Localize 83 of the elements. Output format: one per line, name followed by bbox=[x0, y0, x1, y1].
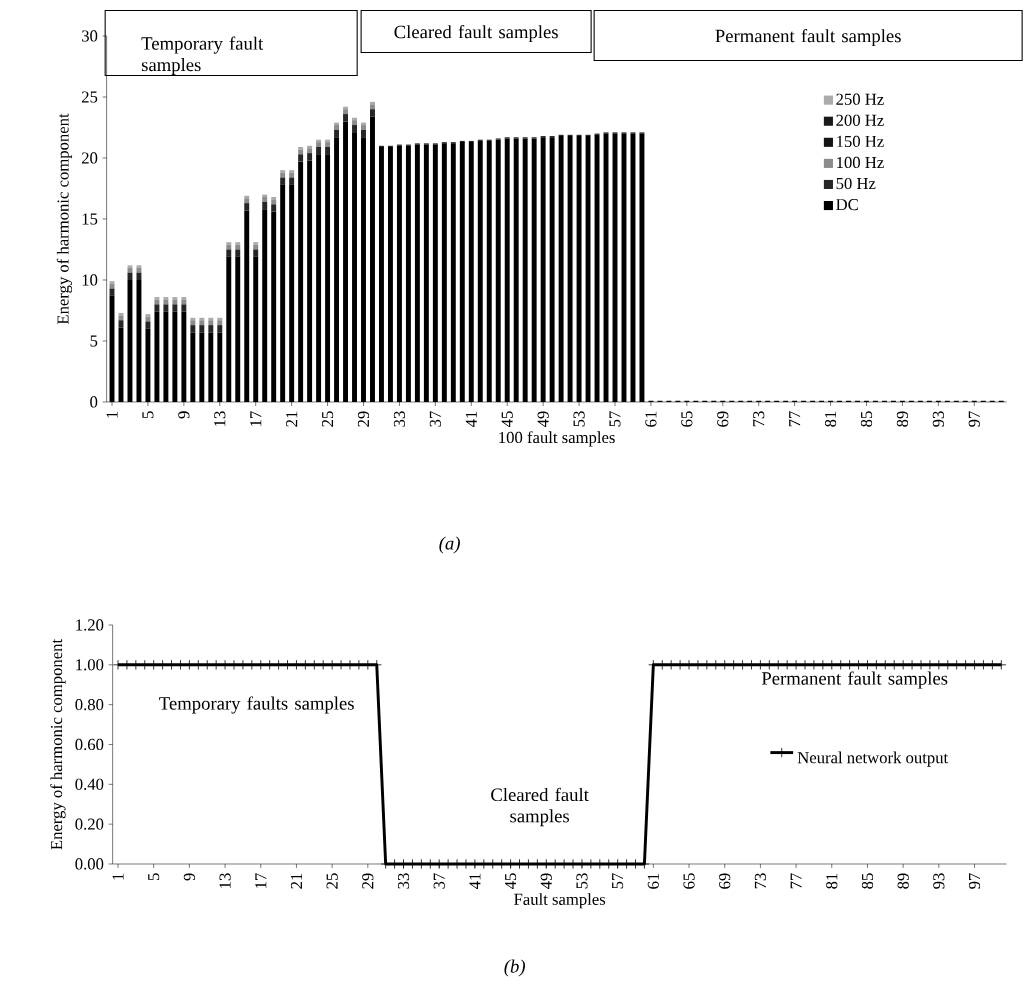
annotation: Permanent fault samples bbox=[715, 28, 901, 47]
annotation: Permanent fault samples bbox=[761, 671, 948, 689]
y-tick-label: 1.00 bbox=[76, 659, 104, 671]
annotation: Temporary fault samples bbox=[141, 36, 264, 75]
x-tick-label: 69 bbox=[717, 411, 729, 427]
x-tick-label: 17 bbox=[250, 411, 262, 426]
y-axis-title: Energy of harmonic component bbox=[50, 638, 66, 850]
legend-label: Neural network output bbox=[797, 751, 949, 767]
x-tick-label: 21 bbox=[286, 411, 298, 427]
x-tick-label: 5 bbox=[148, 873, 160, 881]
y-tick-label: 5 bbox=[90, 335, 98, 347]
x-tick-label: 29 bbox=[357, 411, 370, 427]
x-tick-label: 49 bbox=[537, 411, 549, 428]
x-tick-label: 61 bbox=[647, 873, 659, 889]
x-tick-label: 41 bbox=[465, 411, 477, 428]
x-tick-label: 9 bbox=[183, 873, 195, 881]
y-tick-label: 20 bbox=[81, 152, 98, 164]
x-tick-label: 65 bbox=[683, 873, 695, 889]
y-tick-label: 0.00 bbox=[75, 858, 104, 870]
x-tick-label: 61 bbox=[645, 411, 657, 427]
x-tick-label: 37 bbox=[433, 873, 445, 889]
y-tick-label: 15 bbox=[82, 213, 98, 225]
x-axis-title: Fault samples bbox=[514, 893, 606, 909]
legend-label: DC bbox=[836, 199, 858, 211]
x-tick-label: 73 bbox=[753, 411, 765, 427]
y-tick-label: 0.80 bbox=[75, 698, 104, 711]
x-tick-label: 45 bbox=[505, 873, 517, 890]
x-tick-label: 5 bbox=[142, 411, 154, 419]
x-tick-label: 1 bbox=[112, 873, 124, 880]
x-tick-label: 9 bbox=[178, 411, 190, 419]
y-tick-label: 0.40 bbox=[75, 778, 104, 790]
x-tick-label: 1 bbox=[106, 411, 118, 418]
annotation: Cleared fault samples bbox=[394, 24, 558, 43]
y-axis-title: Energy of harmonic component bbox=[56, 113, 73, 325]
x-tick-label: 77 bbox=[789, 411, 801, 427]
legend-label: 250 Hz bbox=[836, 93, 884, 105]
x-tick-label: 65 bbox=[681, 411, 693, 427]
x-tick-label: 49 bbox=[540, 873, 552, 890]
x-tick-label: 45 bbox=[501, 411, 513, 428]
y-tick-label: 0 bbox=[90, 396, 98, 408]
x-tick-label: 97 bbox=[968, 873, 981, 889]
x-tick-label: 33 bbox=[397, 873, 410, 889]
x-tick-label: 13 bbox=[219, 873, 231, 888]
y-tick-label: 10 bbox=[82, 274, 98, 286]
y-tick-label: 0.60 bbox=[75, 738, 104, 751]
x-tick-label: 85 bbox=[860, 411, 873, 427]
x-tick-label: 81 bbox=[824, 411, 837, 427]
x-tick-label: 69 bbox=[719, 873, 731, 889]
text: (b) bbox=[504, 959, 525, 977]
legend-label: 100 Hz bbox=[837, 156, 884, 169]
x-axis-title: 100 fault samples bbox=[499, 431, 615, 447]
x-tick-label: 37 bbox=[429, 411, 441, 427]
x-tick-label: 57 bbox=[612, 873, 624, 889]
x-tick-label: 17 bbox=[255, 873, 267, 888]
legend-label: 150 Hz bbox=[837, 135, 884, 148]
x-tick-label: 93 bbox=[932, 411, 944, 427]
x-tick-label: 41 bbox=[469, 873, 481, 890]
x-tick-label: 29 bbox=[362, 873, 374, 889]
y-tick-label: 25 bbox=[81, 91, 98, 103]
y-tick-label: 1.20 bbox=[76, 619, 104, 631]
x-tick-label: 89 bbox=[897, 873, 909, 889]
legend-label: 200 Hz bbox=[836, 114, 884, 126]
x-tick-label: 57 bbox=[609, 411, 621, 427]
x-tick-label: 21 bbox=[290, 873, 302, 889]
text: (a) bbox=[439, 536, 460, 554]
x-tick-label: 77 bbox=[790, 873, 802, 889]
x-tick-label: 53 bbox=[576, 873, 588, 889]
x-tick-label: 33 bbox=[393, 411, 406, 427]
annotation: Temporary faults samples bbox=[159, 696, 354, 714]
y-tick-label: 0.20 bbox=[75, 818, 104, 830]
x-tick-label: 93 bbox=[933, 873, 945, 889]
x-tick-label: 97 bbox=[968, 411, 980, 427]
x-tick-label: 81 bbox=[826, 873, 838, 889]
x-tick-label: 13 bbox=[214, 411, 226, 426]
annotation: Cleared fault samples bbox=[491, 787, 589, 827]
x-tick-label: 25 bbox=[326, 873, 338, 889]
x-tick-label: 89 bbox=[896, 411, 909, 427]
x-tick-label: 73 bbox=[754, 873, 766, 889]
x-tick-label: 85 bbox=[861, 873, 874, 889]
x-tick-label: 53 bbox=[573, 411, 585, 427]
x-tick-label: 25 bbox=[321, 411, 334, 427]
legend-label: 50 Hz bbox=[836, 177, 876, 190]
y-tick-label: 30 bbox=[82, 30, 98, 42]
